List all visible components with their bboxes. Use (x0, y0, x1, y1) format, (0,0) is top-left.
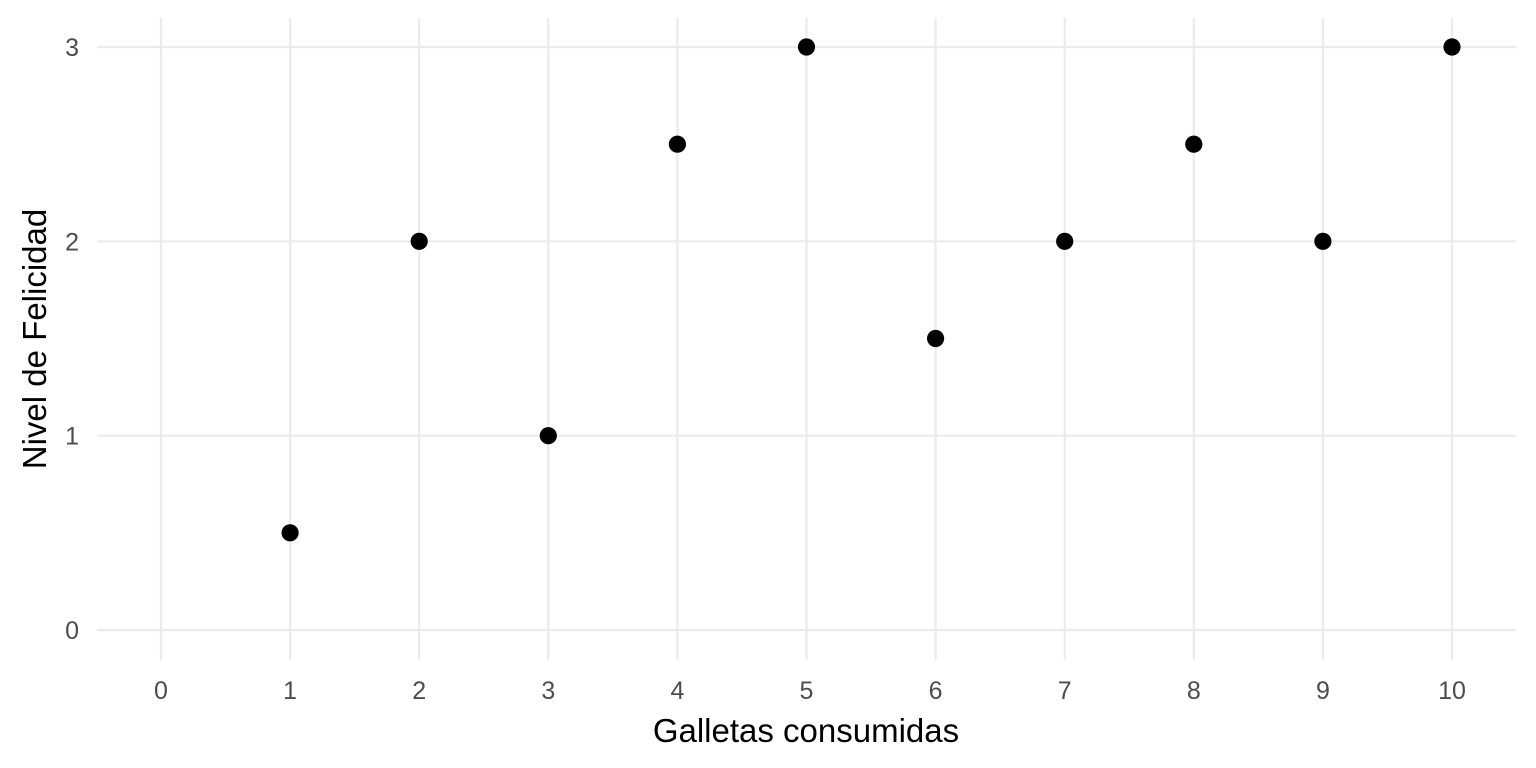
data-point (539, 427, 557, 445)
y-tick-label: 2 (65, 228, 79, 256)
x-tick-label: 7 (1058, 677, 1072, 705)
y-tick-label: 0 (65, 617, 79, 645)
x-tick-label: 1 (283, 677, 297, 705)
x-tick-label: 0 (154, 677, 168, 705)
data-point (927, 329, 945, 348)
x-tick-label: 8 (1187, 677, 1201, 705)
y-axis-title: Nivel de Felicidad (16, 209, 53, 469)
data-point (1056, 232, 1074, 250)
data-point-layer (281, 38, 1461, 542)
y-tick-label: 3 (65, 34, 79, 62)
x-tick-label: 2 (412, 677, 426, 705)
data-point (281, 524, 299, 542)
data-point (797, 38, 816, 56)
x-tick-label: 4 (670, 677, 684, 705)
x-tick-label: 3 (541, 677, 555, 705)
data-point (1314, 232, 1332, 250)
grid-layer (97, 18, 1516, 660)
x-tick-label: 10 (1438, 677, 1466, 705)
data-point (668, 135, 687, 153)
y-tick-label: 1 (65, 423, 79, 451)
x-tick-label: 9 (1316, 677, 1330, 705)
x-axis-title: Galletas consumidas (653, 712, 959, 749)
data-point (410, 232, 428, 250)
x-tick-label: 6 (929, 677, 943, 705)
x-tick-label: 5 (800, 677, 814, 705)
data-point (1443, 38, 1461, 56)
tick-label-layer: 0 1 2 3 4 5 6 7 8 9 10 0 1 2 3 (65, 34, 1466, 705)
data-point (1185, 135, 1203, 153)
